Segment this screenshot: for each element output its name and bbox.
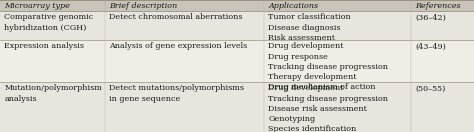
Text: Microarray type: Microarray type: [4, 2, 70, 10]
Text: Drug development
Tracking disease progression
Disease risk assessment
Genotyping: Drug development Tracking disease progre…: [268, 84, 388, 132]
Text: Analysis of gene expression levels: Analysis of gene expression levels: [109, 42, 247, 50]
Text: References: References: [415, 2, 461, 10]
Text: Tumor classification
Disease diagnosis
Risk assessment: Tumor classification Disease diagnosis R…: [268, 13, 351, 42]
Text: (43–49): (43–49): [415, 42, 446, 50]
Text: Brief description: Brief description: [109, 2, 177, 10]
Text: Mutation/polymorphism
analysis: Mutation/polymorphism analysis: [4, 84, 102, 103]
Bar: [0, 11, 474, 40]
Text: Expression analysis: Expression analysis: [4, 42, 84, 50]
Text: Applications: Applications: [268, 2, 319, 10]
Text: Detect chromosomal aberrations: Detect chromosomal aberrations: [109, 13, 243, 22]
Text: Drug development
Drug response
Tracking disease progression
Therapy development
: Drug development Drug response Tracking …: [268, 42, 388, 91]
Bar: [0, 40, 474, 82]
Bar: [0, 0, 474, 11]
Bar: [0, 82, 474, 132]
Text: (36–42): (36–42): [415, 13, 446, 22]
Text: (50–55): (50–55): [415, 84, 446, 92]
Text: Detect mutations/polymorphisms
in gene sequence: Detect mutations/polymorphisms in gene s…: [109, 84, 244, 103]
Text: Comparative genomic
hybridization (CGH): Comparative genomic hybridization (CGH): [4, 13, 93, 32]
